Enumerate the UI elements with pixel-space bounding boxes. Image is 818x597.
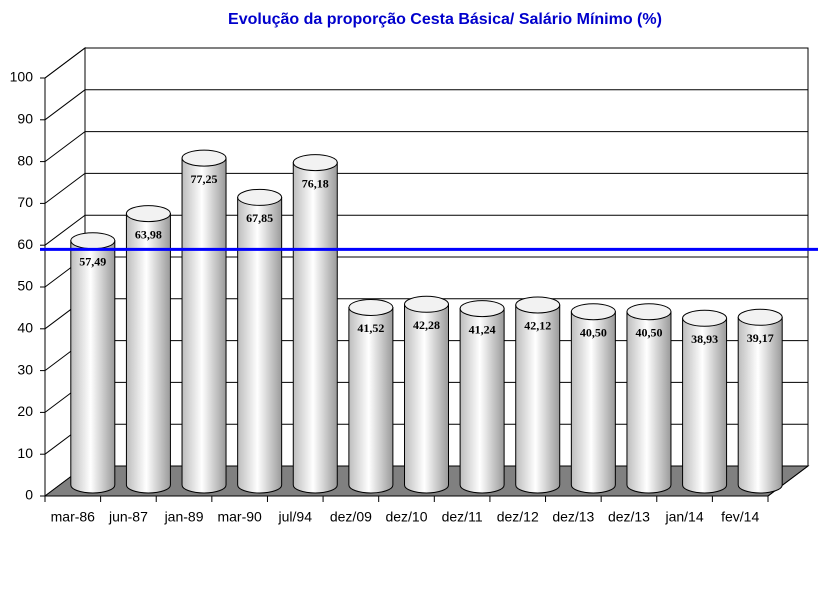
y-tick-label: 60 bbox=[17, 236, 33, 252]
x-tick-label: dez/12 bbox=[497, 509, 539, 525]
chart-title: Evolução da proporção Cesta Básica/ Salá… bbox=[228, 11, 662, 28]
x-tick-label: mar-86 bbox=[51, 509, 96, 525]
x-tick-label: dez/13 bbox=[608, 509, 650, 525]
x-tick-label: jun-87 bbox=[108, 509, 148, 525]
bar-top bbox=[70, 232, 116, 250]
bar-body bbox=[459, 308, 505, 494]
value-label: 76,18 bbox=[302, 176, 329, 190]
bar bbox=[292, 154, 338, 494]
y-tick-label: 90 bbox=[17, 111, 33, 127]
bar-top bbox=[682, 309, 728, 327]
bar bbox=[682, 309, 728, 494]
bar bbox=[125, 205, 171, 494]
bar-body bbox=[237, 196, 283, 494]
grid-line bbox=[44, 47, 808, 79]
bar bbox=[404, 295, 449, 494]
x-tick-label: fev/14 bbox=[721, 509, 759, 525]
bar bbox=[237, 188, 283, 494]
grid-line bbox=[44, 131, 808, 163]
y-tick-label: 100 bbox=[10, 69, 34, 85]
bar-top bbox=[459, 300, 505, 318]
bar-body bbox=[70, 240, 116, 494]
bar-body bbox=[348, 306, 394, 494]
bar-top bbox=[181, 149, 227, 167]
bar bbox=[459, 300, 505, 494]
value-label: 42,12 bbox=[524, 319, 551, 333]
grid-line bbox=[44, 172, 808, 204]
value-label: 39,17 bbox=[747, 331, 774, 345]
bar-top bbox=[570, 303, 616, 321]
x-tick-label: mar-90 bbox=[217, 509, 262, 525]
bar-top bbox=[125, 205, 171, 223]
bar-body bbox=[125, 213, 171, 494]
grid-line bbox=[44, 89, 808, 121]
value-label: 41,24 bbox=[469, 322, 496, 336]
bar bbox=[348, 298, 394, 494]
y-tick-label: 10 bbox=[17, 445, 33, 461]
x-tick-label: dez/11 bbox=[442, 509, 483, 525]
bar-top bbox=[515, 296, 561, 314]
bar bbox=[515, 296, 561, 494]
value-label: 38,93 bbox=[691, 332, 718, 346]
bar bbox=[570, 303, 616, 494]
bar-body bbox=[737, 316, 783, 494]
x-tick-label: jul/94 bbox=[278, 509, 313, 525]
y-tick-label: 20 bbox=[17, 403, 33, 419]
y-tick-label: 40 bbox=[17, 320, 33, 336]
y-tick-label: 70 bbox=[17, 194, 33, 210]
x-tick-label: dez/10 bbox=[385, 509, 427, 525]
bar-top bbox=[737, 308, 783, 326]
bar-top bbox=[348, 298, 394, 316]
bar-body bbox=[292, 162, 338, 494]
x-tick-label: jan/14 bbox=[664, 509, 703, 525]
y-tick-label: 80 bbox=[17, 152, 33, 168]
bar-body bbox=[515, 304, 561, 494]
bar-top bbox=[292, 154, 338, 172]
bar bbox=[737, 308, 783, 494]
x-tick-label: jan-89 bbox=[164, 509, 204, 525]
value-label: 42,28 bbox=[413, 318, 440, 332]
value-label: 67,85 bbox=[246, 211, 273, 225]
bar bbox=[626, 303, 672, 494]
bar bbox=[181, 149, 227, 494]
bar-body bbox=[570, 311, 616, 494]
bar bbox=[70, 232, 116, 494]
y-tick-label: 30 bbox=[17, 361, 33, 377]
value-label: 40,50 bbox=[580, 325, 607, 339]
value-label: 41,52 bbox=[357, 321, 384, 335]
bar-body bbox=[626, 311, 672, 494]
bar-body bbox=[682, 317, 728, 494]
x-tick-label: dez/09 bbox=[330, 509, 372, 525]
bar-top bbox=[626, 303, 672, 321]
bar-body bbox=[181, 157, 227, 494]
value-label: 63,98 bbox=[135, 227, 162, 241]
value-label: 77,25 bbox=[191, 172, 218, 186]
bar-top bbox=[404, 295, 449, 313]
value-label: 57,49 bbox=[79, 254, 106, 268]
x-tick-label: dez/13 bbox=[552, 509, 594, 525]
bar-body bbox=[404, 303, 449, 494]
value-label: 40,50 bbox=[635, 325, 662, 339]
grid-line bbox=[44, 214, 808, 246]
y-tick-label: 0 bbox=[25, 487, 33, 503]
bar-top bbox=[237, 188, 283, 206]
y-tick-label: 50 bbox=[17, 278, 33, 294]
